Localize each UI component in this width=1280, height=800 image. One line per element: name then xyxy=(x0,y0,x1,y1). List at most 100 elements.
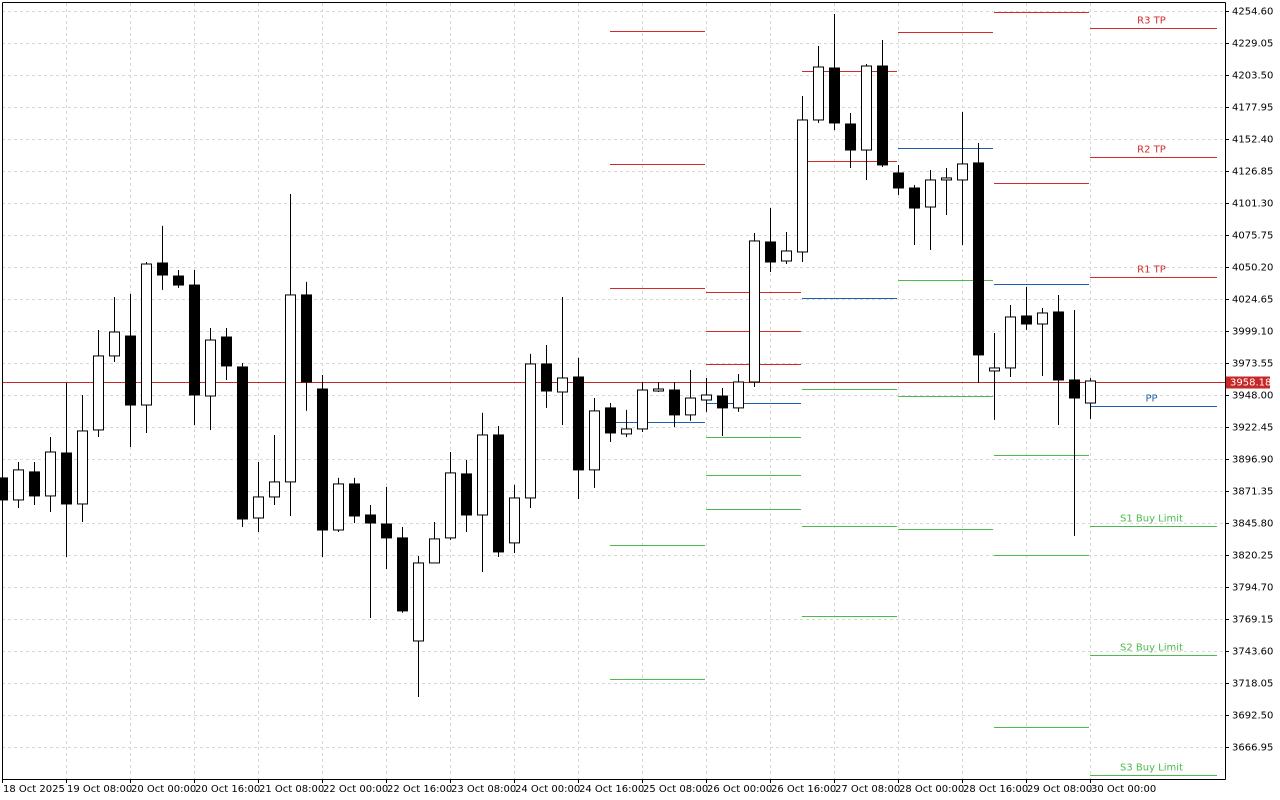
candle-body xyxy=(301,294,312,383)
candle-body xyxy=(557,377,568,393)
candle-body xyxy=(653,388,664,392)
candle-body xyxy=(0,477,8,501)
x-tick-label: 24 Oct 16:00 xyxy=(579,784,644,795)
candle-body xyxy=(1085,380,1096,404)
y-tick-label: 3820.25 xyxy=(1232,551,1273,562)
y-tick-label: 3999.10 xyxy=(1232,327,1273,338)
candle-body xyxy=(669,389,680,416)
y-tick-label: 4203.50 xyxy=(1232,71,1273,82)
y-tick-label: 4101.30 xyxy=(1232,199,1273,210)
candle-body xyxy=(733,381,744,409)
y-tick-label: 4075.75 xyxy=(1232,231,1273,242)
y-tick-label: 4050.20 xyxy=(1232,263,1273,274)
y-tick-label: 4177.95 xyxy=(1232,103,1273,114)
candle-body xyxy=(141,263,152,406)
y-tick-label: 3845.80 xyxy=(1232,519,1273,530)
y-tick-label: 3743.60 xyxy=(1232,647,1273,658)
candle-body xyxy=(541,363,552,392)
candle-body xyxy=(349,483,360,517)
x-tick-label: 30 Oct 00:00 xyxy=(1091,784,1156,795)
candle-body xyxy=(1005,316,1016,369)
candle-body xyxy=(445,472,456,539)
candle-body xyxy=(221,336,232,367)
candle-body xyxy=(861,65,872,151)
y-tick-label: 4152.40 xyxy=(1232,135,1273,146)
candle-body xyxy=(573,376,584,471)
x-tick-label: 20 Oct 16:00 xyxy=(195,784,260,795)
y-tick-label: 3871.35 xyxy=(1232,487,1273,498)
candle-body xyxy=(509,497,520,544)
x-tick-label: 26 Oct 16:00 xyxy=(771,784,836,795)
candle-body xyxy=(29,471,40,497)
pivot-label: R1 TP xyxy=(1137,265,1166,276)
x-tick-label: 22 Oct 16:00 xyxy=(387,784,452,795)
current-price-label: 3958.18 xyxy=(1230,378,1271,389)
x-tick-label: 22 Oct 00:00 xyxy=(323,784,388,795)
candle-body xyxy=(93,355,104,431)
candle-body xyxy=(717,395,728,409)
candle-body xyxy=(13,469,24,501)
candle-body xyxy=(589,410,600,471)
x-tick-label: 23 Oct 08:00 xyxy=(451,784,516,795)
candle-body xyxy=(397,537,408,612)
candle-body xyxy=(109,331,120,357)
candle-body xyxy=(317,388,328,531)
candle-body xyxy=(125,335,136,406)
pivot-label: R3 TP xyxy=(1137,16,1166,27)
y-tick-label: 3896.90 xyxy=(1232,455,1273,466)
pivot-label: PP xyxy=(1145,394,1157,405)
x-tick-label: 20 Oct 00:00 xyxy=(131,784,196,795)
candle-body xyxy=(781,250,792,262)
y-tick-label: 4126.85 xyxy=(1232,167,1273,178)
x-tick-label: 19 Oct 08:00 xyxy=(67,784,132,795)
y-tick-label: 3794.70 xyxy=(1232,583,1273,594)
pivot-label: S2 Buy Limit xyxy=(1120,643,1183,654)
axes: 4254.60 4229.05 4203.50 4177.95 4152.40 4126.… xyxy=(2,7,1273,795)
x-tick-label: 18 Oct 2025 xyxy=(3,784,65,795)
candle-body xyxy=(925,179,936,208)
candle-body xyxy=(605,407,616,434)
candle-body xyxy=(893,172,904,189)
candle-body xyxy=(61,452,72,505)
x-tick-label: 25 Oct 08:00 xyxy=(643,784,708,795)
candle-body xyxy=(701,394,712,401)
candle-body xyxy=(685,397,696,416)
candle-body xyxy=(1021,315,1032,325)
y-tick-label: 3973.55 xyxy=(1232,359,1273,370)
candle-body xyxy=(285,294,296,483)
x-tick-label: 29 Oct 08:00 xyxy=(1027,784,1092,795)
y-tick-label: 3666.95 xyxy=(1232,743,1273,754)
candle-body xyxy=(45,451,56,497)
pivot-label: S3 Buy Limit xyxy=(1120,763,1183,774)
y-tick-label: 4229.05 xyxy=(1232,39,1273,50)
candle-body xyxy=(429,538,440,564)
candle-body xyxy=(845,123,856,151)
candle-body xyxy=(1069,379,1080,399)
y-tick-label: 3769.15 xyxy=(1232,615,1273,626)
y-tick-label: 4254.60 xyxy=(1232,7,1273,18)
candle-body xyxy=(157,262,168,276)
candle-body xyxy=(765,241,776,263)
candle-body xyxy=(637,389,648,430)
candle-body xyxy=(621,428,632,435)
x-tick-label: 28 Oct 16:00 xyxy=(963,784,1028,795)
candle-body xyxy=(813,66,824,121)
candle-body xyxy=(941,177,952,181)
candle-body xyxy=(477,434,488,516)
y-tick-label: 3718.05 xyxy=(1232,679,1273,690)
candles xyxy=(0,14,1096,697)
x-tick-label: 28 Oct 00:00 xyxy=(899,784,964,795)
candle-body xyxy=(525,363,536,499)
pivot-label: R2 TP xyxy=(1137,145,1166,156)
candle-body xyxy=(381,523,392,539)
pivot-label: S1 Buy Limit xyxy=(1120,514,1183,525)
candle-body xyxy=(797,119,808,253)
candle-body xyxy=(413,562,424,642)
y-tick-label: 3692.50 xyxy=(1232,711,1273,722)
candle-body xyxy=(205,339,216,397)
candle-body xyxy=(877,65,888,166)
candle-body xyxy=(189,284,200,396)
candle-body xyxy=(749,240,760,383)
candle-body xyxy=(253,496,264,519)
